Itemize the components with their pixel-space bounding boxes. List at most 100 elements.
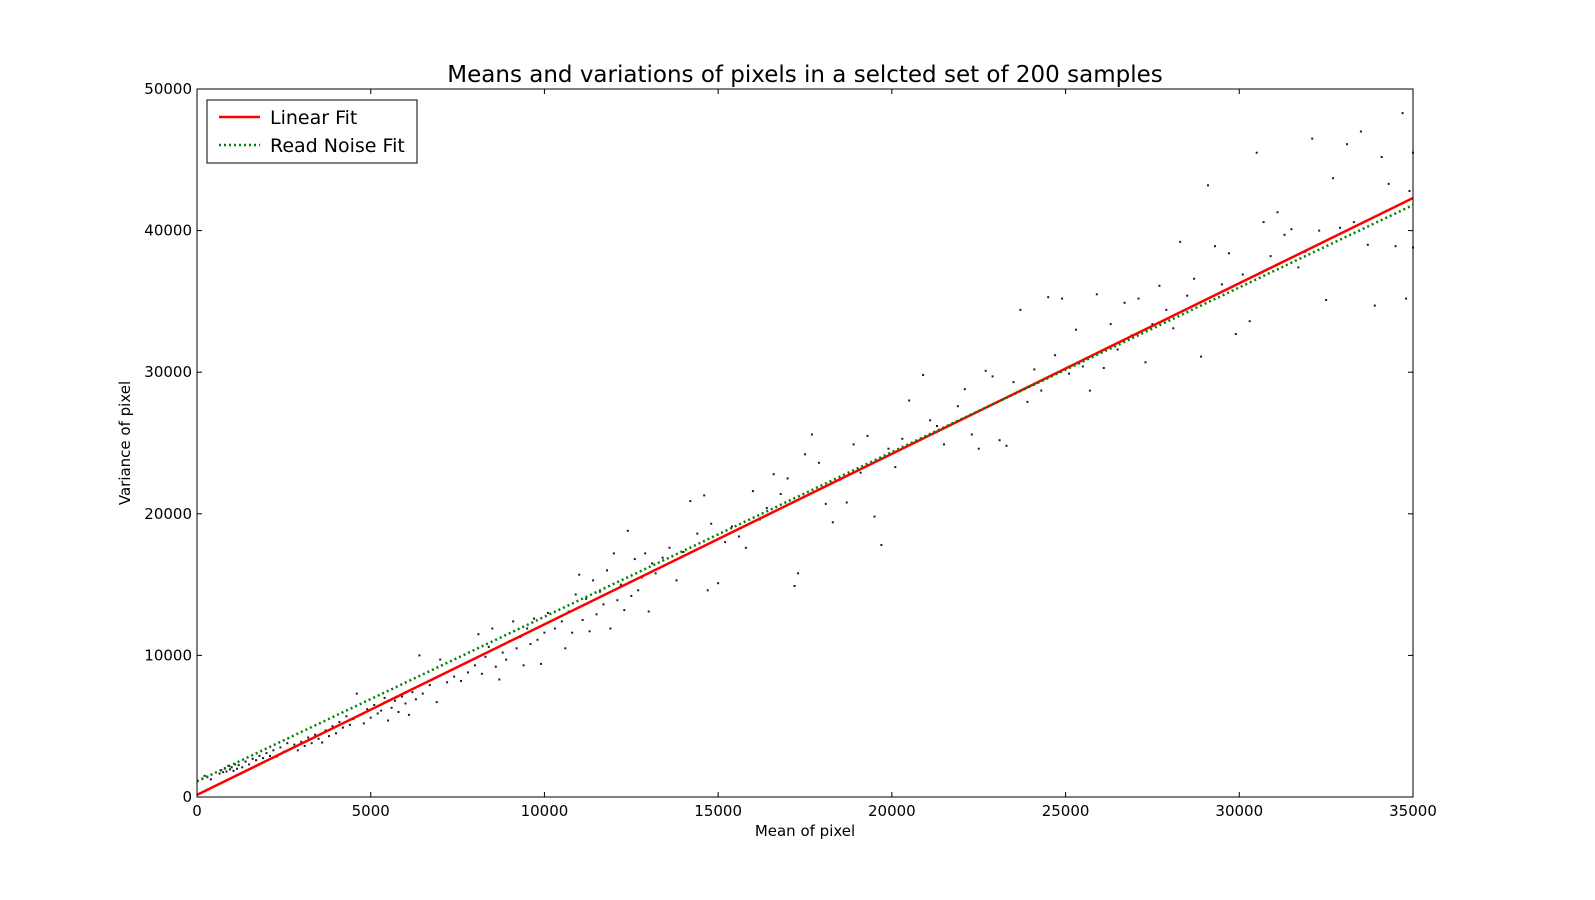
data-point	[230, 766, 233, 769]
data-point	[307, 736, 310, 739]
y-tick-label: 30000	[144, 363, 192, 381]
data-point	[1311, 137, 1314, 140]
x-tick-label: 20000	[868, 802, 916, 820]
data-point	[637, 589, 640, 592]
series-line-linear-fit	[196, 196, 1414, 797]
data-point	[623, 609, 626, 612]
data-point	[373, 704, 376, 706]
data-point	[1332, 177, 1335, 180]
data-point	[522, 664, 525, 667]
data-point	[724, 541, 727, 544]
data-point	[929, 419, 932, 422]
data-point	[706, 589, 709, 592]
data-point	[286, 742, 289, 745]
data-point	[473, 664, 476, 667]
data-point	[404, 702, 407, 705]
data-point	[324, 729, 327, 732]
series-line-read-noise-fit	[196, 203, 1414, 783]
data-point	[1165, 308, 1168, 311]
data-point	[675, 579, 678, 582]
y-tick-label: 0	[182, 788, 192, 806]
data-point	[269, 754, 271, 757]
data-point	[1102, 367, 1105, 369]
x-tick-label: 15000	[694, 802, 742, 820]
data-point	[630, 594, 633, 597]
data-point	[1269, 255, 1272, 258]
x-tick-label: 25000	[1042, 802, 1090, 820]
data-point	[331, 725, 334, 728]
data-point	[738, 535, 740, 538]
data-point	[1040, 389, 1043, 392]
data-point	[505, 658, 508, 661]
data-point	[1214, 245, 1216, 248]
data-point	[1061, 297, 1064, 300]
x-tick-label: 10000	[521, 802, 569, 820]
data-point	[328, 735, 330, 738]
y-axis-ticks: 0 10000 20000 30000 40000 50000	[144, 80, 1413, 806]
data-point	[585, 597, 588, 600]
y-tick-label: 20000	[144, 505, 192, 523]
data-point	[1276, 211, 1279, 214]
data-point	[1005, 444, 1008, 447]
data-point	[696, 532, 699, 535]
data-point	[536, 638, 539, 641]
data-point	[744, 546, 747, 549]
data-point	[1394, 245, 1397, 248]
data-point	[1123, 301, 1126, 304]
data-point	[244, 760, 247, 763]
data-point	[824, 502, 827, 505]
data-point	[560, 620, 563, 623]
data-point	[345, 715, 348, 718]
data-point	[956, 405, 959, 408]
data-point	[380, 709, 383, 712]
data-point	[1193, 277, 1196, 280]
data-point	[218, 772, 221, 775]
data-point	[731, 525, 733, 528]
data-point	[644, 552, 647, 555]
data-point	[866, 434, 869, 437]
data-point	[498, 678, 501, 681]
legend-box	[206, 99, 418, 164]
data-point	[484, 655, 487, 658]
data-point	[574, 593, 577, 596]
data-point	[1359, 130, 1362, 133]
data-point	[1179, 240, 1182, 243]
data-point	[460, 679, 462, 682]
data-point	[779, 493, 782, 495]
data-point	[1151, 323, 1154, 326]
data-point	[1109, 323, 1112, 326]
data-point	[515, 647, 518, 650]
data-point	[272, 749, 275, 752]
data-point	[255, 759, 258, 762]
data-point	[1290, 228, 1293, 231]
y-tick-label: 10000	[144, 646, 192, 664]
data-point	[1248, 320, 1251, 323]
data-point	[1387, 182, 1390, 185]
data-point	[1116, 348, 1119, 351]
data-point	[765, 507, 768, 510]
data-point	[1033, 368, 1036, 371]
x-tick-label: 0	[192, 802, 202, 820]
data-point	[279, 746, 282, 749]
data-point	[335, 732, 337, 735]
data-point	[633, 558, 636, 561]
x-tick-label: 30000	[1215, 802, 1263, 820]
data-point	[963, 388, 966, 391]
data-point	[1352, 221, 1355, 224]
data-point	[453, 675, 456, 678]
y-tick-label: 40000	[144, 222, 192, 240]
legend-label-read-noise-fit: Read Noise Fit	[270, 135, 405, 157]
data-point	[526, 627, 529, 630]
data-point	[998, 439, 1001, 442]
data-point	[1012, 381, 1015, 384]
data-point	[943, 443, 945, 446]
data-point	[606, 569, 608, 572]
data-point	[553, 627, 556, 630]
data-point	[512, 620, 515, 623]
data-point	[1172, 327, 1175, 330]
data-point	[209, 778, 212, 781]
data-point	[1200, 355, 1203, 358]
x-axis-label: Mean of pixel	[755, 822, 855, 840]
data-point	[265, 752, 268, 755]
